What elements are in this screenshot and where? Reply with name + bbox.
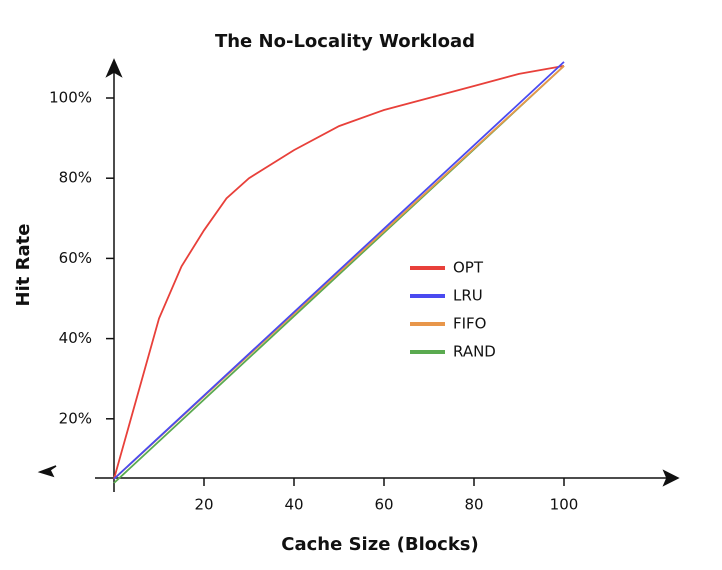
x-tick-label: 40 bbox=[284, 496, 303, 514]
y-tick-label: 60% bbox=[59, 249, 92, 267]
corner-arrow bbox=[37, 465, 57, 478]
x-axis-label: Cache Size (Blocks) bbox=[281, 534, 478, 555]
legend-label: RAND bbox=[453, 343, 496, 361]
x-tick-label: 20 bbox=[194, 496, 213, 514]
y-tick-label: 40% bbox=[59, 329, 92, 347]
y-tick-label: 20% bbox=[59, 409, 92, 427]
series-line bbox=[113, 61, 565, 480]
chart-title: The No-Locality Workload bbox=[215, 31, 475, 52]
axes bbox=[37, 58, 680, 492]
x-tick-label: 80 bbox=[464, 496, 483, 514]
x-tick-label: 100 bbox=[550, 496, 579, 514]
legend-label: LRU bbox=[453, 287, 483, 305]
y-tick-label: 80% bbox=[59, 169, 92, 187]
x-tick-label: 60 bbox=[374, 496, 393, 514]
series-line bbox=[113, 65, 565, 480]
y-axis-label: Hit Rate bbox=[13, 224, 34, 307]
x-axis-arrow bbox=[662, 469, 680, 487]
y-tick-label: 100% bbox=[49, 89, 92, 107]
legend-label: OPT bbox=[453, 259, 484, 277]
legend-label: FIFO bbox=[453, 315, 487, 333]
y-axis-arrow bbox=[105, 58, 123, 78]
